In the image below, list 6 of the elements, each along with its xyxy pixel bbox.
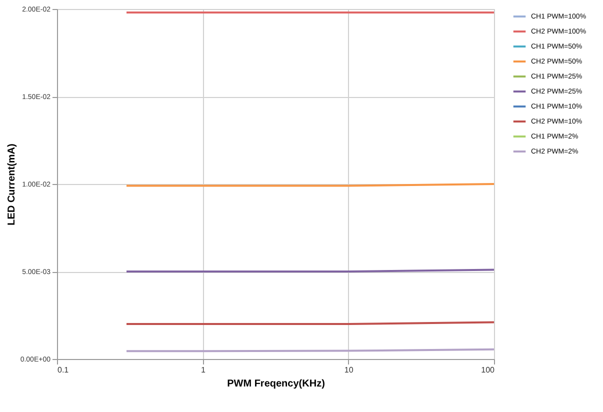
x-axis-title: PWM Freqency(KHz) bbox=[227, 378, 325, 390]
x-tick-label: 10 bbox=[344, 366, 354, 374]
x-tick-label: 0.1 bbox=[58, 366, 70, 374]
y-axis-title: LED Current(mA) bbox=[6, 144, 18, 226]
x-tick-label: 100 bbox=[481, 366, 496, 374]
x-tick-label: 1 bbox=[200, 366, 206, 374]
